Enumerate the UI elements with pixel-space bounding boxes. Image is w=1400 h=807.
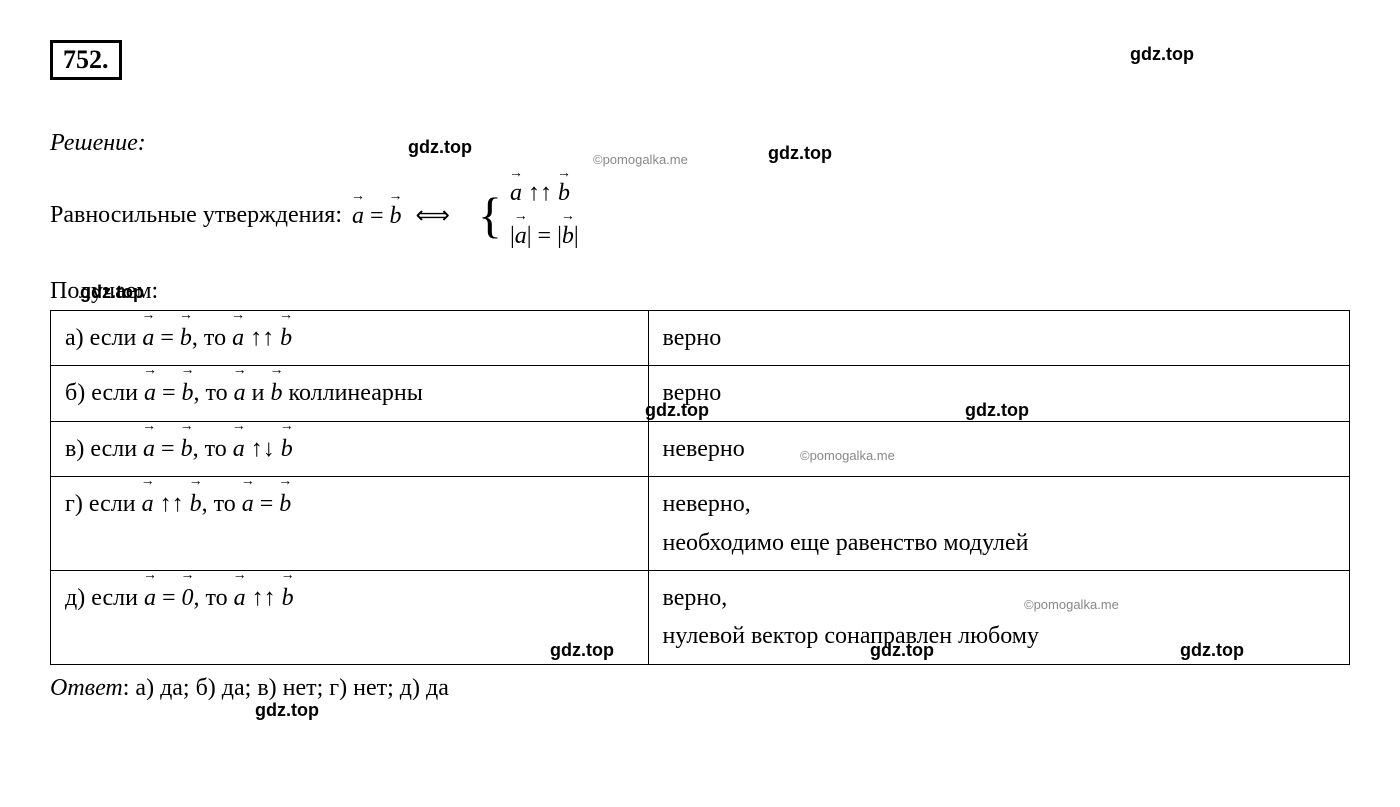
watermark: gdz.top [255, 700, 319, 721]
table-row: д) если a = 0, то a ↑↑ bверно,нулевой ве… [51, 570, 1350, 664]
brace-system: { a ↑↑ b |a| = |b| [478, 177, 579, 253]
verdict-cell: верно [648, 311, 1349, 366]
brace-line-1: a ↑↑ b [510, 177, 579, 210]
condition-cell: в) если a = b, то a ↑↓ b [51, 421, 649, 476]
verdict-cell: неверно,необходимо еще равенство модулей [648, 477, 1349, 571]
solution-label: Решение: [50, 130, 1350, 157]
verdict-cell: верно,нулевой вектор сонаправлен любому [648, 570, 1349, 664]
equivalence-statement: Равносильные утверждения: a = b ⟺ { a ↑↑… [50, 177, 1350, 253]
table-row: б) если a = b, то a и b коллинеарныверно [51, 366, 1350, 421]
table-row: в) если a = b, то a ↑↓ bневерно [51, 421, 1350, 476]
condition-cell: б) если a = b, то a и b коллинеарны [51, 366, 649, 421]
condition-cell: г) если a ↑↑ b, то a = b [51, 477, 649, 571]
problem-number: 752. [50, 40, 122, 80]
answer-text: : а) да; б) да; в) нет; г) нет; д) да [123, 675, 449, 701]
watermark: gdz.top [1130, 44, 1194, 65]
table-row: г) если a ↑↑ b, то a = bневерно,необходи… [51, 477, 1350, 571]
verdict-cell: неверно [648, 421, 1349, 476]
brace-line-2: |a| = |b| [510, 220, 579, 253]
answer-line: Ответ: а) да; б) да; в) нет; г) нет; д) … [50, 675, 1350, 702]
answer-label: Ответ [50, 675, 123, 701]
condition-cell: д) если a = 0, то a ↑↑ b [51, 570, 649, 664]
subtitle: Получаем: [50, 278, 1350, 305]
condition-cell: а) если a = b, то a ↑↑ b [51, 311, 649, 366]
statement-text: Равносильные утверждения: [50, 202, 342, 229]
results-table: а) если a = b, то a ↑↑ bверноб) если a =… [50, 310, 1350, 665]
verdict-cell: верно [648, 366, 1349, 421]
math-expr: a = b ⟺ [352, 201, 458, 230]
table-row: а) если a = b, то a ↑↑ bверно [51, 311, 1350, 366]
